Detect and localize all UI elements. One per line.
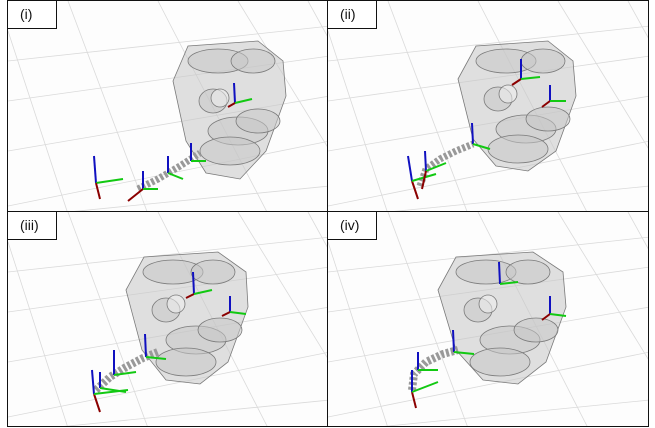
robot-arm-chain: [93, 348, 160, 393]
panel-i: (i): [7, 0, 329, 213]
panel-label: (iii): [8, 212, 57, 240]
engine-model: [437, 251, 567, 385]
scene-iv: [328, 212, 648, 426]
coordinate-frames: [91, 271, 247, 413]
floor-grid: [8, 1, 328, 212]
robot-arm-chain: [416, 140, 475, 188]
scene-ii: [328, 1, 648, 212]
coordinate-frames: [407, 59, 566, 200]
engine-model: [125, 251, 249, 385]
figure-grid: (i): [7, 0, 649, 427]
panel-ii: (ii): [327, 0, 649, 213]
panel-label: (iv): [328, 212, 377, 240]
scene-i: [8, 1, 328, 212]
panel-label: (i): [8, 1, 57, 29]
robot-arm-chain: [408, 346, 460, 391]
panel-iv: (iv): [327, 211, 649, 427]
coordinate-frames: [411, 261, 567, 409]
scene-iii: [8, 212, 328, 426]
coordinate-frames: [93, 82, 253, 202]
panel-iii: (iii): [7, 211, 329, 427]
engine-model: [457, 40, 577, 172]
panel-label: (ii): [328, 1, 377, 29]
